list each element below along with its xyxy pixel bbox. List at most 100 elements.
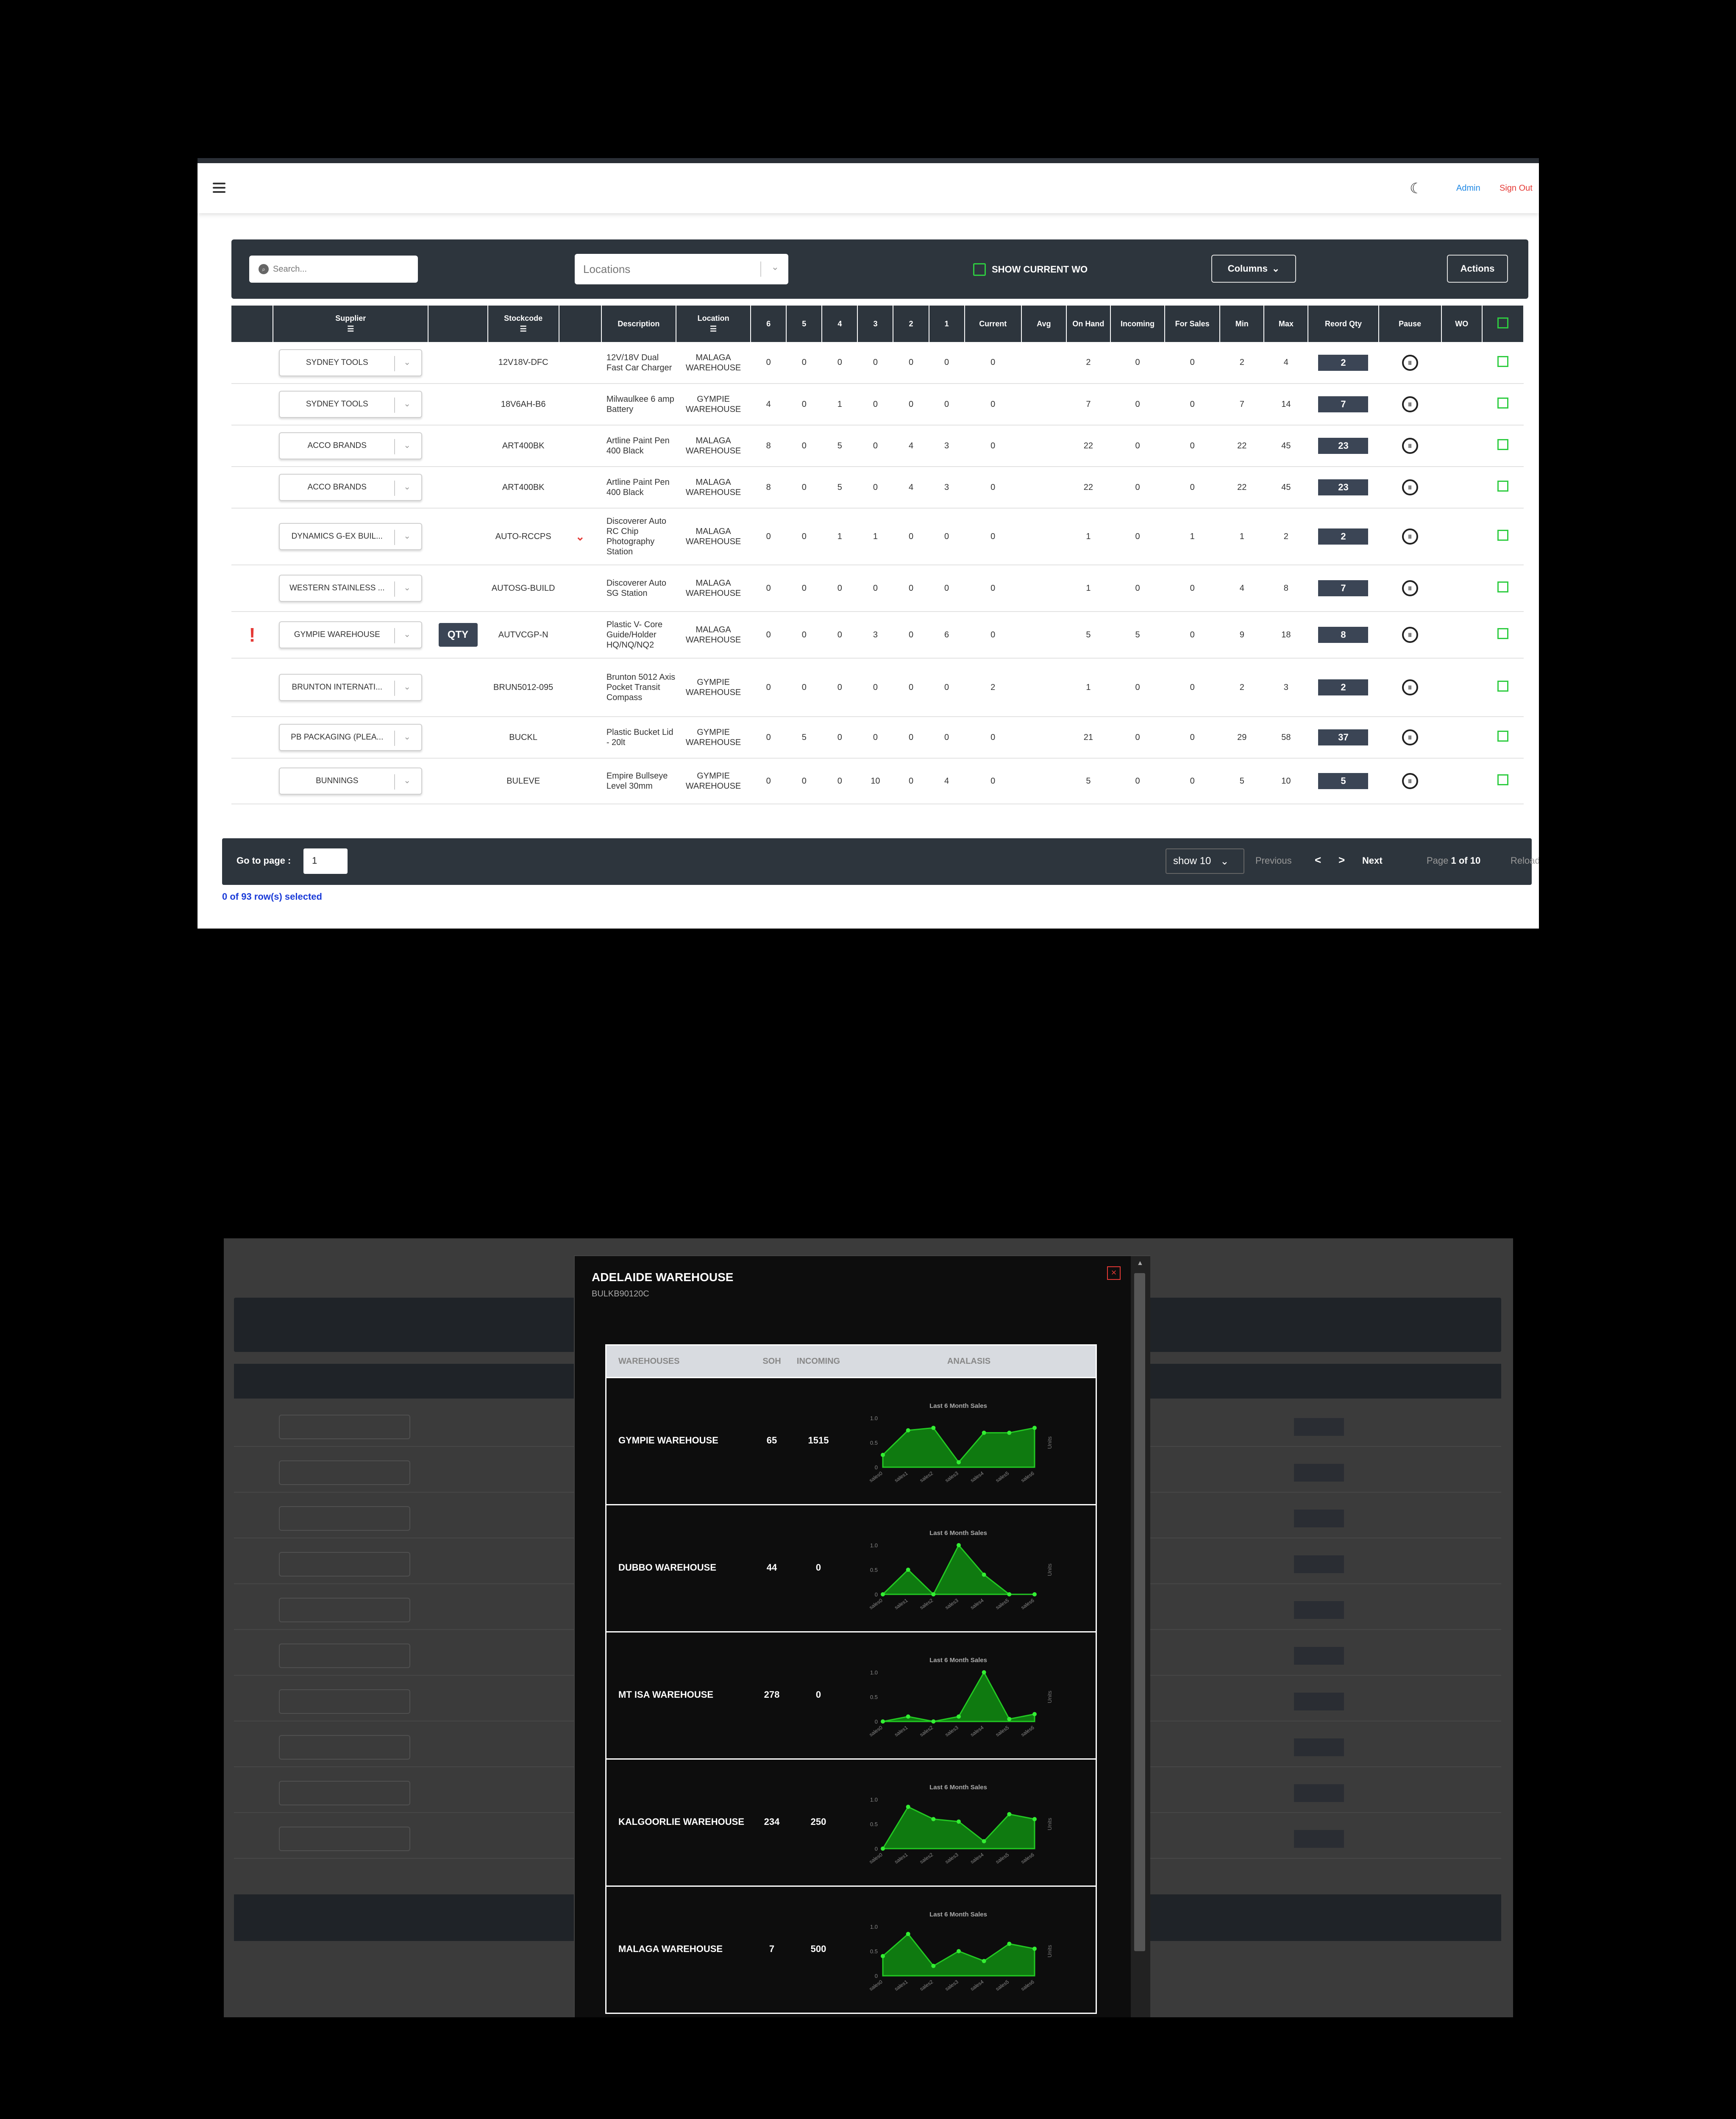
table-row[interactable]: BUNNINGS ⌄ BULEVE Empire Bullseye Level 30m… (231, 758, 1524, 804)
header-month-3[interactable]: 3 (857, 306, 894, 342)
page-number-input[interactable]: 1 (303, 848, 348, 874)
pause-icon[interactable]: II (1402, 580, 1418, 596)
table-row[interactable]: WESTERN STAINLESS ... ⌄ AUTOSG-BUILD Discov… (231, 565, 1524, 612)
header-min[interactable]: Min (1220, 306, 1265, 342)
modal-scrollbar[interactable]: ▲ (1131, 1256, 1150, 2017)
header-pause[interactable]: Pause (1378, 306, 1442, 342)
supplier-select[interactable]: GYMPIE WAREHOUSE ⌄ (279, 621, 423, 648)
reord-qty-badge[interactable]: 23 (1318, 479, 1369, 495)
supplier-select[interactable]: SYDNEY TOOLS ⌄ (279, 391, 423, 418)
row-checkbox[interactable] (1497, 581, 1508, 592)
qty-button[interactable]: QTY (438, 623, 478, 647)
close-icon[interactable]: × (1107, 1266, 1121, 1280)
pause-icon[interactable]: II (1402, 479, 1418, 495)
supplier-select[interactable]: BRUNTON INTERNATI... ⌄ (279, 674, 423, 701)
pause-icon[interactable]: II (1402, 528, 1418, 545)
table-row[interactable]: ! GYMPIE WAREHOUSE ⌄ QTY AUTVCGP-N Plastic V-… (231, 612, 1524, 659)
row-checkbox[interactable] (1497, 774, 1508, 785)
header-max[interactable]: Max (1264, 306, 1309, 342)
select-all-checkbox[interactable] (1497, 317, 1508, 328)
header-current[interactable]: Current (964, 306, 1022, 342)
supplier-select[interactable]: PB PACKAGING (PLEA... ⌄ (279, 724, 423, 751)
avg-cell (1021, 467, 1066, 509)
table-row[interactable]: SYDNEY TOOLS ⌄ 12V18V-DFC 12V/18V Dual Fast… (231, 342, 1524, 384)
reord-qty-badge[interactable]: 7 (1318, 580, 1369, 596)
pause-icon[interactable]: II (1402, 679, 1418, 695)
pause-icon[interactable]: II (1402, 438, 1418, 454)
header-reord-qty[interactable]: Reord Qty (1308, 306, 1379, 342)
table-row[interactable]: BRUNTON INTERNATI... ⌄ BRUN5012-095 Brunton… (231, 658, 1524, 717)
header-month-4[interactable]: 4 (822, 306, 858, 342)
pause-icon[interactable]: II (1402, 729, 1418, 745)
reord-qty-badge[interactable]: 2 (1318, 354, 1369, 371)
pause-icon[interactable]: II (1402, 773, 1418, 789)
page-size-select[interactable]: show 10 ⌄ (1166, 848, 1244, 874)
supplier-select[interactable]: SYDNEY TOOLS ⌄ (279, 349, 423, 376)
reord-qty-badge[interactable]: 7 (1318, 396, 1369, 412)
chevron-down-icon[interactable]: ⌄ (575, 530, 585, 543)
header-location[interactable]: Location ☰ (676, 306, 751, 342)
next-button[interactable]: Next (1362, 855, 1383, 866)
header-month-5[interactable]: 5 (786, 306, 823, 342)
hamburger-menu-icon[interactable] (213, 183, 225, 193)
table-row[interactable]: SYDNEY TOOLS ⌄ 18V6AH-B6 Milwaulkee 6 amp B… (231, 384, 1524, 425)
supplier-select[interactable]: ACCO BRANDS ⌄ (279, 432, 423, 459)
signout-link[interactable]: Sign Out (1500, 184, 1533, 193)
prev-arrow-button[interactable]: < (1315, 854, 1321, 866)
header-incoming[interactable]: Incoming (1110, 306, 1166, 342)
row-checkbox[interactable] (1497, 731, 1508, 742)
scroll-up-icon[interactable]: ▲ (1137, 1260, 1143, 1267)
row-checkbox[interactable] (1497, 439, 1508, 450)
row-checkbox[interactable] (1497, 398, 1508, 409)
filter-icon[interactable]: ☰ (710, 325, 717, 333)
header-on-hand[interactable]: On Hand (1066, 306, 1111, 342)
header-select-all[interactable] (1482, 306, 1525, 342)
reord-qty-badge[interactable]: 23 (1318, 438, 1369, 454)
table-row[interactable]: DYNAMICS G-EX BUIL... ⌄ AUTO-RCCPS ⌄ Discove… (231, 508, 1524, 565)
table-row[interactable]: ACCO BRANDS ⌄ ART400BK Artline Paint Pen 40… (231, 425, 1524, 467)
supplier-select[interactable]: BUNNINGS ⌄ (279, 768, 423, 795)
filter-icon[interactable]: ☰ (347, 325, 354, 333)
search-box[interactable]: ⌕ (249, 256, 418, 283)
pause-icon[interactable]: II (1402, 354, 1418, 371)
filter-icon[interactable]: ☰ (520, 325, 527, 333)
reord-qty-badge[interactable]: 37 (1318, 729, 1369, 745)
dark-mode-toggle-icon[interactable]: ☾ (1410, 181, 1423, 197)
header-supplier[interactable]: Supplier ☰ (273, 306, 429, 342)
supplier-select[interactable]: DYNAMICS G-EX BUIL... ⌄ (279, 523, 423, 550)
columns-button[interactable]: Columns ⌄ (1211, 255, 1296, 283)
table-row[interactable]: ACCO BRANDS ⌄ ART400BK Artline Paint Pen 40… (231, 467, 1524, 509)
scrollbar-thumb[interactable] (1134, 1273, 1145, 1951)
actions-button[interactable]: Actions (1447, 255, 1508, 283)
row-checkbox[interactable] (1497, 530, 1508, 541)
admin-link[interactable]: Admin (1456, 184, 1480, 193)
header-stockcode[interactable]: Stockcode ☰ (487, 306, 559, 342)
previous-button[interactable]: Previous (1255, 855, 1292, 866)
header-month-1[interactable]: 1 (929, 306, 965, 342)
row-checkbox[interactable] (1497, 681, 1508, 692)
reord-qty-badge[interactable]: 2 (1318, 679, 1369, 695)
header-description[interactable]: Description (601, 306, 677, 342)
reord-qty-badge[interactable]: 5 (1318, 773, 1369, 789)
row-checkbox[interactable] (1497, 356, 1508, 367)
header-month-2[interactable]: 2 (893, 306, 929, 342)
reord-qty-badge[interactable]: 2 (1318, 528, 1369, 545)
search-input[interactable] (273, 264, 400, 274)
header-for-sales[interactable]: For Sales (1165, 306, 1221, 342)
reord-qty-badge[interactable]: 8 (1318, 627, 1369, 643)
supplier-select[interactable]: WESTERN STAINLESS ... ⌄ (279, 575, 423, 602)
next-arrow-button[interactable]: > (1338, 854, 1345, 866)
row-checkbox[interactable] (1497, 628, 1508, 639)
reload-button[interactable]: Reload (1511, 855, 1539, 866)
header-month-6[interactable]: 6 (751, 306, 787, 342)
table-row[interactable]: PB PACKAGING (PLEA... ⌄ BUCKL Plastic Bucke… (231, 717, 1524, 759)
pause-icon[interactable]: II (1402, 396, 1418, 412)
header-avg[interactable]: Avg (1021, 306, 1067, 342)
pause-icon[interactable]: II (1402, 627, 1418, 643)
checkbox-box[interactable] (973, 263, 986, 276)
header-wo[interactable]: WO (1441, 306, 1483, 342)
row-checkbox[interactable] (1497, 481, 1508, 492)
locations-select[interactable]: Locations ⌄ (575, 254, 788, 284)
show-current-wo-checkbox[interactable]: SHOW CURRENT WO (973, 263, 1088, 276)
supplier-select[interactable]: ACCO BRANDS ⌄ (279, 474, 423, 501)
